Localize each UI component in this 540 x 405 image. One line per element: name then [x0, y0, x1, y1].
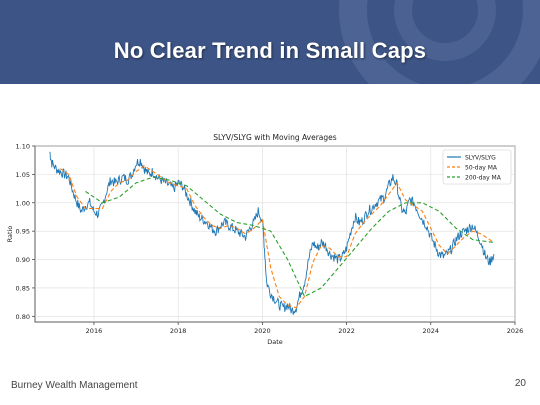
- y-tick-label: 1.05: [16, 171, 30, 179]
- legend-label: 200-day MA: [465, 174, 502, 181]
- x-axis-label: Date: [267, 338, 283, 346]
- legend-box: [442, 149, 512, 185]
- y-tick-label: 1.10: [16, 143, 30, 151]
- x-tick-label: 2024: [423, 327, 440, 335]
- chart-title: SLYV/SLYG with Moving Averages: [213, 133, 336, 142]
- legend-label: 50-day MA: [465, 164, 498, 171]
- title-banner: No Clear Trend in Small Caps: [0, 0, 540, 84]
- y-tick-label: 0.80: [16, 313, 30, 321]
- x-tick-label: 2016: [86, 327, 103, 335]
- legend-label: SLYV/SLYG: [465, 154, 496, 161]
- x-tick-label: 2020: [254, 327, 271, 335]
- banner-decoration: [339, 0, 540, 84]
- footer-company: Burney Wealth Management: [11, 380, 138, 391]
- chart-container: 0.80 0.85 0.90 0.95 1.00 1.05 1.10 2016 2018 2020…: [0, 126, 540, 354]
- x-tick-label: 2018: [170, 327, 187, 335]
- y-axis-label: Ratio: [6, 226, 14, 243]
- ratio-chart: 0.80 0.85 0.90 0.95 1.00 1.05 1.10 2016 2018 2020…: [6, 133, 524, 346]
- slide-title: No Clear Trend in Small Caps: [113, 38, 427, 63]
- y-tick-label: 1.00: [16, 199, 30, 207]
- x-tick-label: 2026: [507, 327, 524, 335]
- x-tick-label: 2022: [338, 327, 355, 335]
- y-tick-label: 0.95: [16, 228, 30, 236]
- page-number: 20: [514, 378, 526, 389]
- series-line-ma50: [59, 165, 495, 309]
- series-line-ma200: [85, 176, 494, 298]
- y-tick-label: 0.90: [16, 256, 30, 264]
- y-tick-label: 0.85: [16, 284, 30, 292]
- series-line-ratio: [49, 151, 495, 315]
